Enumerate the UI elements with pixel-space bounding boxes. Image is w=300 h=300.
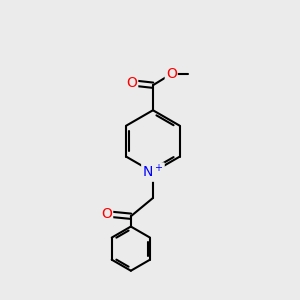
Text: N$^+$: N$^+$ [142, 164, 164, 181]
Text: O: O [101, 207, 112, 221]
Text: O: O [126, 76, 137, 90]
Text: O: O [166, 67, 177, 81]
